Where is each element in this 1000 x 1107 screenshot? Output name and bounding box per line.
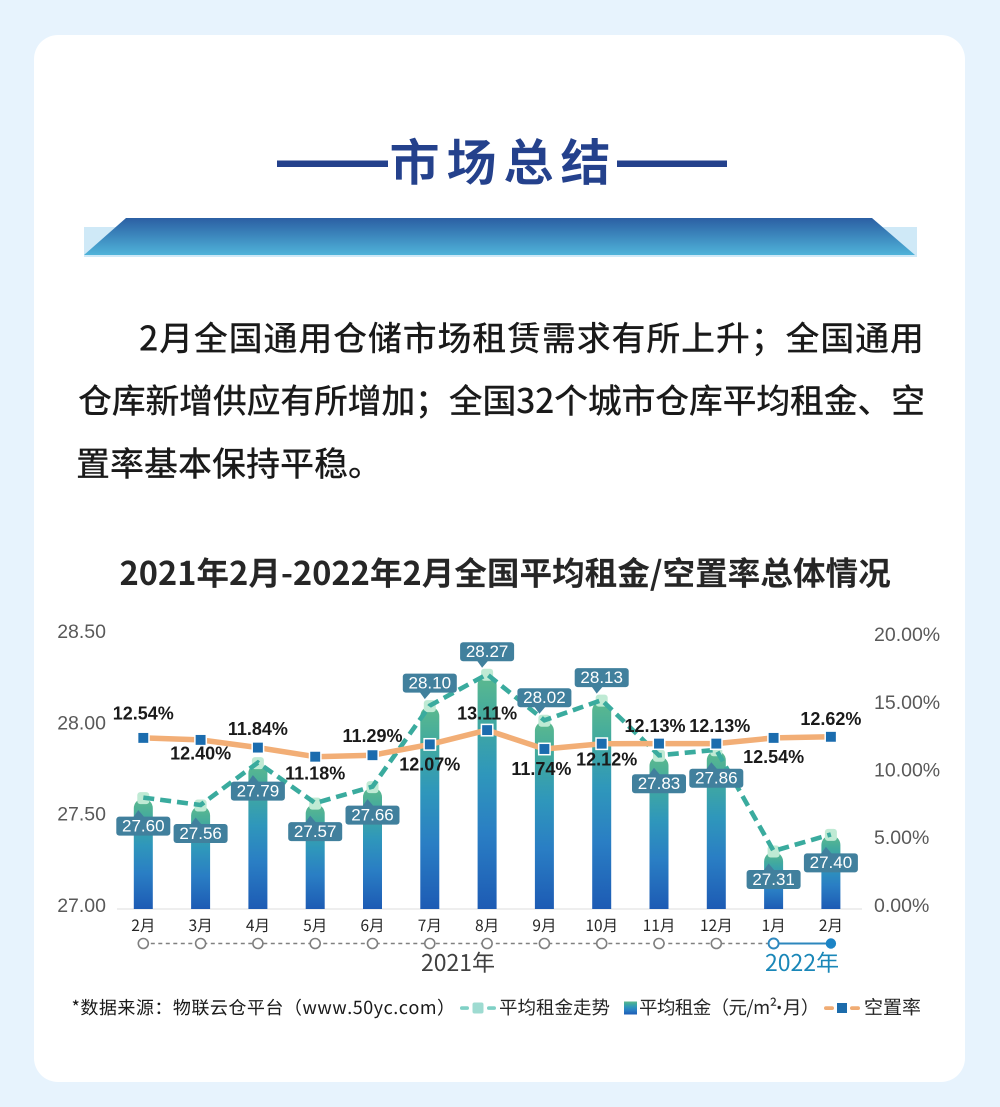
svg-text:27.56: 27.56 bbox=[179, 824, 222, 843]
svg-text:27.79: 27.79 bbox=[237, 781, 280, 800]
svg-text:12.07%: 12.07% bbox=[399, 754, 460, 774]
svg-text:12.54%: 12.54% bbox=[743, 747, 804, 767]
svg-text:27.83: 27.83 bbox=[638, 774, 681, 793]
svg-text:27.40: 27.40 bbox=[810, 853, 853, 872]
svg-text:27.86: 27.86 bbox=[695, 769, 738, 788]
svg-text:28.27: 28.27 bbox=[466, 642, 509, 661]
svg-text:28.00: 28.00 bbox=[57, 712, 106, 734]
svg-text:10.00%: 10.00% bbox=[874, 760, 940, 782]
svg-text:28.13: 28.13 bbox=[580, 668, 623, 687]
svg-text:27.00: 27.00 bbox=[57, 895, 106, 917]
svg-text:27.31: 27.31 bbox=[752, 870, 795, 889]
svg-text:27.60: 27.60 bbox=[122, 816, 165, 835]
svg-text:0.00%: 0.00% bbox=[874, 895, 929, 917]
svg-text:12.54%: 12.54% bbox=[113, 703, 174, 723]
svg-text:12.13%: 12.13% bbox=[624, 716, 685, 736]
svg-text:28.02: 28.02 bbox=[523, 688, 566, 707]
svg-text:11.84%: 11.84% bbox=[228, 719, 288, 739]
svg-text:12.40%: 12.40% bbox=[170, 743, 231, 763]
svg-text:12.62%: 12.62% bbox=[800, 709, 861, 729]
svg-text:11.74%: 11.74% bbox=[511, 759, 571, 779]
svg-text:28.50: 28.50 bbox=[57, 621, 106, 643]
svg-text:12.13%: 12.13% bbox=[689, 716, 750, 736]
svg-text:5.00%: 5.00% bbox=[874, 827, 929, 849]
svg-text:28.10: 28.10 bbox=[409, 673, 452, 692]
svg-text:20.00%: 20.00% bbox=[874, 624, 940, 646]
svg-text:27.57: 27.57 bbox=[294, 822, 337, 841]
svg-text:27.66: 27.66 bbox=[351, 805, 394, 824]
svg-text:11.29%: 11.29% bbox=[342, 726, 402, 746]
svg-text:15.00%: 15.00% bbox=[874, 692, 940, 714]
svg-text:13.11%: 13.11% bbox=[457, 704, 517, 724]
svg-text:27.50: 27.50 bbox=[57, 804, 106, 826]
svg-text:12.12%: 12.12% bbox=[576, 750, 637, 770]
svg-text:11.18%: 11.18% bbox=[285, 764, 345, 784]
